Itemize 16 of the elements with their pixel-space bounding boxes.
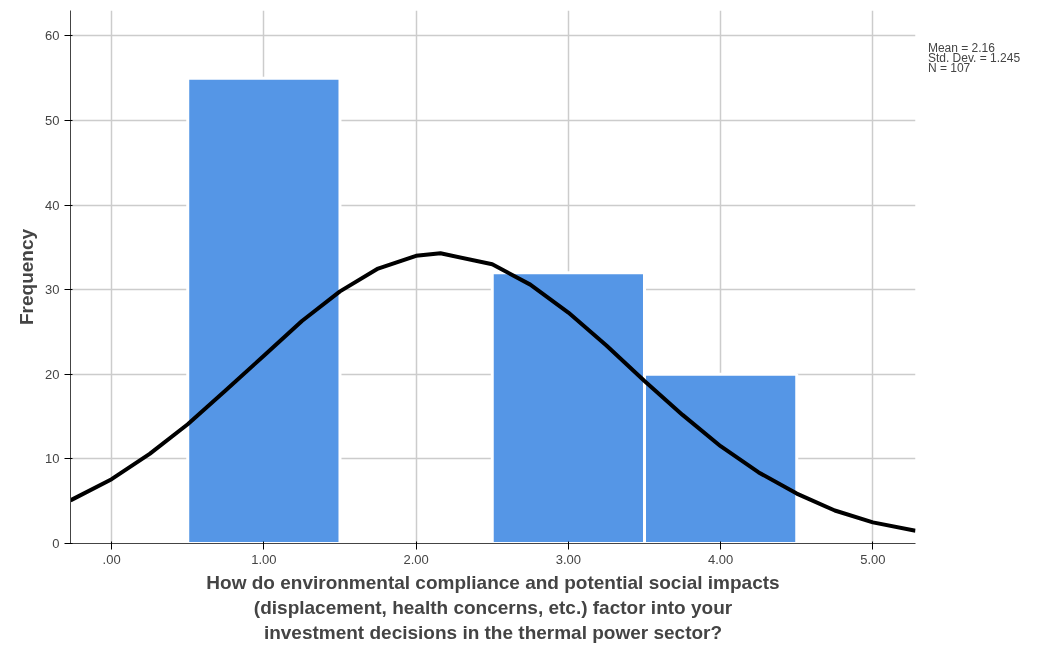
x-tick-label: 5.00 <box>860 551 886 567</box>
y-axis-title: Frequency <box>16 228 38 326</box>
line-series <box>70 251 916 533</box>
x-tick-label: 1.00 <box>251 551 277 567</box>
y-tick-label: 30 <box>45 282 60 298</box>
y-tick-label: 10 <box>45 451 60 467</box>
y-tick-label: 0 <box>52 536 60 551</box>
y-tick-label: 50 <box>45 112 60 128</box>
x-tick-label: .00 <box>102 551 121 567</box>
y-tick-label: 20 <box>45 366 60 382</box>
x-tick-label: 2.00 <box>403 551 429 567</box>
y-tick-label: 40 <box>45 197 60 213</box>
x-tick-label: 3.00 <box>555 551 582 567</box>
x-axis-title: How do environmental compliance and potential social impacts (displacement, health concerns, etc.) factor into your investment decisions in the thermal power sector? <box>206 571 780 643</box>
x-tick-label: 4.00 <box>707 551 734 567</box>
y-tick-label: 60 <box>45 28 60 44</box>
